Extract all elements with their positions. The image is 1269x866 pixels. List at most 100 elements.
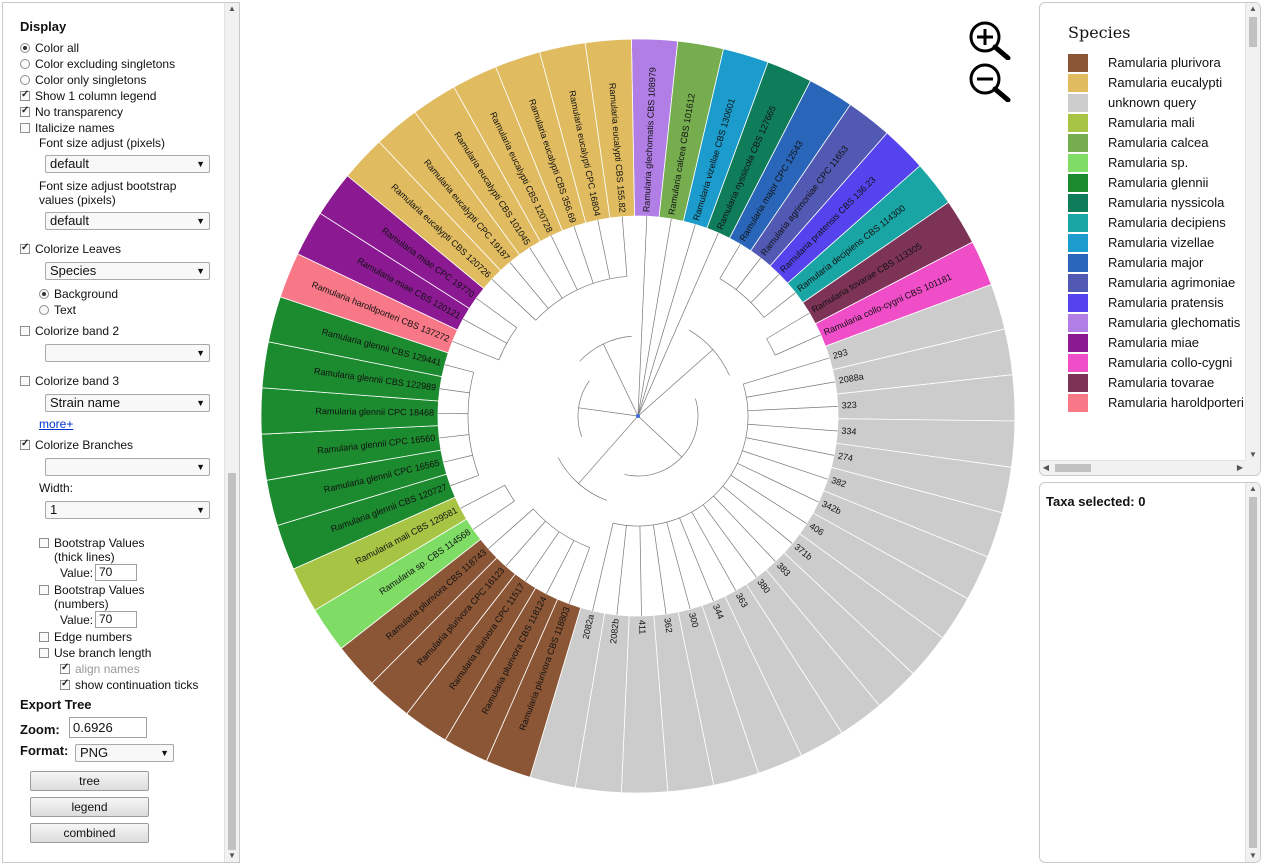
tree-branch	[653, 525, 666, 614]
no-transparency-checkbox[interactable]: No transparency	[20, 105, 123, 119]
taxa-scrollbar[interactable]: ▲ ▼	[1245, 483, 1260, 862]
tree-branch	[468, 372, 479, 475]
scroll-down-icon[interactable]: ▼	[1246, 850, 1260, 862]
bootstrap-thick-value-input[interactable]: 70	[95, 564, 137, 581]
radio-icon[interactable]	[39, 289, 49, 299]
colorize-leaves-checkbox[interactable]: Colorize Leaves	[20, 242, 121, 256]
radio-icon[interactable]	[20, 75, 30, 85]
scroll-up-icon[interactable]: ▲	[225, 3, 239, 15]
background-option[interactable]: Background	[39, 287, 118, 301]
legend-item-label: Ramularia miae	[1108, 335, 1199, 350]
bootstrap-numbers-checkbox[interactable]: Bootstrap Values	[39, 583, 145, 597]
dropdown-arrow-icon: ▼	[196, 459, 205, 475]
align-names-checkbox[interactable]: align names	[60, 662, 140, 676]
tree-branch	[638, 350, 713, 416]
zoom-out-icon[interactable]	[968, 62, 1012, 102]
edge-numbers-checkbox[interactable]: Edge numbers	[39, 630, 132, 644]
checkbox-icon[interactable]	[20, 440, 30, 450]
scroll-thumb[interactable]	[1055, 464, 1091, 472]
checkbox-icon[interactable]	[20, 91, 30, 101]
options-scrollbar[interactable]: ▲ ▼	[224, 3, 239, 862]
tree-branch	[476, 298, 516, 327]
tree-branch	[743, 358, 829, 384]
checkbox-icon[interactable]	[20, 123, 30, 133]
tree-branch	[551, 236, 577, 290]
radio-icon[interactable]	[39, 305, 49, 315]
text-option[interactable]: Text	[39, 303, 76, 317]
zoom-out-button[interactable]	[968, 62, 1012, 98]
show-1-column-legend-label: Show 1 column legend	[35, 89, 156, 103]
legend-swatch	[1068, 234, 1088, 252]
leaf-label[interactable]: 411	[637, 620, 647, 635]
scroll-up-icon[interactable]: ▲	[1246, 483, 1260, 495]
legend-vertical-scrollbar[interactable]: ▲ ▼	[1245, 3, 1260, 475]
zoom-input[interactable]: 0.6926	[69, 717, 147, 738]
tree-branch	[638, 233, 718, 416]
checkbox-icon[interactable]	[60, 680, 70, 690]
tree-branch	[579, 416, 638, 484]
use-branch-length-checkbox[interactable]: Use branch length	[39, 646, 151, 660]
bootstrap-numbers-value-input[interactable]: 70	[95, 611, 137, 628]
export-legend-button[interactable]: legend	[30, 797, 149, 817]
show-continuation-ticks-checkbox[interactable]: show continuation ticks	[60, 678, 198, 692]
checkbox-icon[interactable]	[20, 376, 30, 386]
scroll-down-icon[interactable]: ▼	[1246, 449, 1260, 461]
tree-branch	[499, 328, 517, 360]
colorize-band-3-checkbox[interactable]: Colorize band 3	[20, 374, 119, 388]
colorize-branches-checkbox[interactable]: Colorize Branches	[20, 438, 133, 452]
colorize-band-3-select[interactable]: Strain name▼	[45, 394, 210, 412]
checkbox-icon[interactable]	[20, 244, 30, 254]
dropdown-arrow-icon: ▼	[196, 395, 205, 411]
scroll-right-icon[interactable]: ▶	[1234, 461, 1246, 475]
tree-branch	[720, 244, 740, 278]
leaf-label[interactable]: 334	[841, 426, 857, 437]
legend-swatch	[1068, 174, 1088, 192]
radio-icon[interactable]	[20, 43, 30, 53]
radio-icon[interactable]	[20, 59, 30, 69]
checkbox-icon[interactable]	[39, 538, 49, 548]
italicize-names-checkbox[interactable]: Italicize names	[20, 121, 114, 135]
leaf-label[interactable]: 362	[662, 617, 674, 633]
font-size-adjust-select[interactable]: default▼	[45, 155, 210, 173]
color-all-option[interactable]: Color all	[20, 41, 79, 55]
legend-horizontal-scrollbar[interactable]: ◀ ▶	[1040, 460, 1246, 475]
colorize-branches-select[interactable]: ▼	[45, 458, 210, 476]
colorize-band-2-checkbox[interactable]: Colorize band 2	[20, 324, 119, 338]
legend-swatch	[1068, 194, 1088, 212]
export-combined-button[interactable]: combined	[30, 823, 149, 843]
color-only-singletons-option[interactable]: Color only singletons	[20, 73, 146, 87]
bootstrap-thick-checkbox[interactable]: Bootstrap Values	[39, 536, 145, 550]
scroll-up-icon[interactable]: ▲	[1246, 3, 1260, 15]
colorize-band-2-select[interactable]: ▼	[45, 344, 210, 362]
scroll-thumb[interactable]	[228, 473, 236, 850]
export-tree-button[interactable]: tree	[30, 771, 149, 791]
leaf-label[interactable]: 323	[841, 400, 856, 411]
font-size-bootstrap-select[interactable]: default▼	[45, 212, 210, 230]
checkbox-icon[interactable]	[39, 632, 49, 642]
scroll-down-icon[interactable]: ▼	[225, 850, 239, 862]
font-size-bootstrap-label: Font size adjust bootstrap	[39, 179, 176, 193]
zoom-in-icon[interactable]	[968, 20, 1012, 60]
leaf-label[interactable]: Ramularia glennii CPC 18468	[315, 406, 434, 418]
checkbox-icon[interactable]	[20, 326, 30, 336]
color-excluding-singletons-option[interactable]: Color excluding singletons	[20, 57, 175, 71]
tree-branch	[546, 540, 573, 593]
format-select[interactable]: PNG▼	[75, 744, 174, 762]
legend-item-label: Ramularia haroldporteri	[1108, 395, 1244, 410]
scroll-thumb[interactable]	[1249, 17, 1257, 47]
checkbox-icon[interactable]	[20, 107, 30, 117]
show-1-column-legend-checkbox[interactable]: Show 1 column legend	[20, 89, 156, 103]
width-select[interactable]: 1▼	[45, 501, 210, 519]
scroll-thumb[interactable]	[1249, 497, 1257, 848]
checkbox-icon[interactable]	[39, 648, 49, 658]
scroll-left-icon[interactable]: ◀	[1040, 461, 1052, 475]
checkbox-icon[interactable]	[39, 585, 49, 595]
dropdown-arrow-icon: ▼	[196, 345, 205, 361]
more-link[interactable]: more+	[39, 417, 73, 431]
tree-branch	[473, 501, 514, 529]
colorize-leaves-select[interactable]: Species▼	[45, 262, 210, 280]
checkbox-icon[interactable]	[60, 664, 70, 674]
zoom-in-button[interactable]	[968, 20, 1012, 56]
